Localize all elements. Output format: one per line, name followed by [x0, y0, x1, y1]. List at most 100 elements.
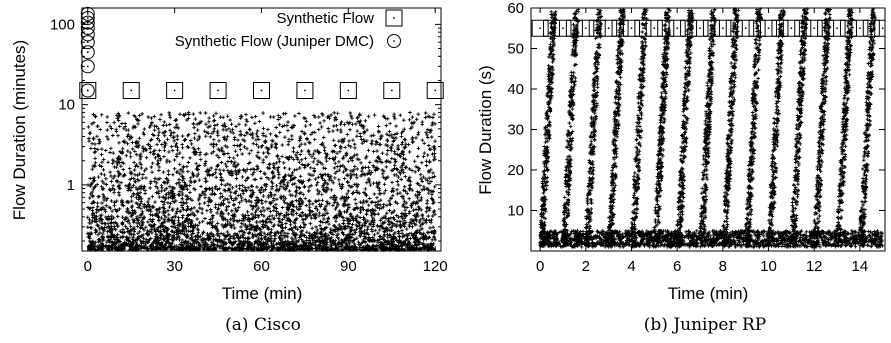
panel-b-xtick-label: 2 [582, 258, 590, 275]
synthetic-flow-marker [600, 19, 618, 37]
synthetic-flow-marker [657, 19, 675, 37]
synthetic-flow-marker [851, 19, 869, 37]
synthetic-flow-marker-dot [607, 27, 610, 30]
synthetic-flow-marker [166, 81, 184, 99]
panel-b-xtick-label: 14 [852, 258, 869, 275]
synthetic-flow-marker [531, 19, 549, 37]
synthetic-flow-marker-dot [790, 27, 793, 30]
synthetic-flow-marker-dot [562, 27, 564, 30]
panel-b-ytick-label: 40 [507, 81, 524, 98]
panel-b-caption: (b) Juniper RP [644, 315, 766, 335]
synthetic-flow-marker [668, 19, 686, 37]
synthetic-flow-juniper-marker [80, 35, 95, 50]
synthetic-flow-marker-dot [801, 27, 804, 30]
synthetic-flow-marker-dot [217, 89, 219, 92]
synthetic-flow-marker [339, 81, 357, 99]
synthetic-flow-marker [426, 81, 444, 99]
synthetic-flow-juniper-marker [80, 15, 95, 30]
panel-b-ylabel: Flow Duration (s) [476, 65, 495, 194]
synthetic-flow-marker [760, 19, 778, 37]
panel-a-ylabel: Flow Duration (minutes) [10, 40, 29, 220]
synthetic-flow-marker-dot [881, 27, 884, 30]
synthetic-flow-marker [794, 19, 812, 37]
panel-a-background-flows [86, 110, 437, 252]
synthetic-flow-marker [565, 19, 583, 37]
synthetic-flow-marker [714, 19, 732, 37]
synthetic-flow-marker-dot [733, 27, 736, 30]
panel-b-background-flows [538, 7, 885, 249]
synthetic-flow-marker-dot [539, 27, 542, 30]
synthetic-flow-marker-dot [699, 27, 701, 30]
synthetic-flow-marker [383, 81, 401, 99]
synthetic-flow-juniper-marker-dot [86, 27, 89, 29]
synthetic-flow-marker [79, 81, 97, 99]
panel-a-ytick-label: 1 [67, 177, 75, 194]
synthetic-flow-marker-dot [870, 27, 873, 30]
synthetic-flow-marker-dot [858, 27, 861, 30]
synthetic-flow-marker-dot [619, 27, 621, 30]
synthetic-flow-marker-dot [687, 27, 690, 30]
panel-b-xtick-label: 12 [806, 258, 823, 275]
synthetic-flow-marker [634, 19, 652, 37]
synthetic-flow-marker-dot [676, 27, 679, 30]
synthetic-flow-marker-dot [573, 27, 576, 30]
panel-b-points [538, 7, 885, 249]
panel-a-legend-synthetic-flow: Synthetic Flow [276, 10, 374, 27]
synthetic-flow-juniper-marker-dot [86, 21, 89, 24]
panel-b-xtick-label: 8 [719, 258, 727, 275]
panel-b-xtick-label: 4 [627, 258, 635, 275]
synthetic-flow-marker [122, 81, 140, 99]
synthetic-flow-marker-dot [260, 89, 263, 92]
synthetic-flow-marker-dot [779, 27, 781, 30]
panel-b-ytick-label: 30 [507, 122, 524, 139]
panel-a-caption: (a) Cisco [225, 315, 301, 335]
synthetic-flow-marker-dot [721, 27, 724, 30]
legend-square-symbol-dot [393, 17, 395, 19]
synthetic-flow-marker [771, 19, 789, 37]
panel-b: 0 2 4 6 8 10 12 14 10 20 30 40 50 60 Time (min) Flow … [476, 0, 886, 335]
synthetic-flow-marker [782, 19, 800, 37]
synthetic-flow-marker-dot [173, 89, 176, 92]
synthetic-flow-marker [725, 19, 743, 37]
synthetic-flow-juniper-marker-dot [86, 51, 89, 54]
synthetic-flow-marker-dot [347, 89, 350, 92]
synthetic-flow-marker [543, 19, 561, 37]
synthetic-flow-juniper-marker-dot [86, 17, 89, 19]
synthetic-flow-marker-dot [836, 27, 838, 30]
synthetic-flow-juniper-marker [80, 45, 95, 60]
panel-b-ytick-label: 20 [507, 162, 524, 179]
synthetic-flow-marker [702, 19, 720, 37]
synthetic-flow-marker [611, 19, 629, 37]
synthetic-flow-marker [828, 19, 846, 37]
panel-b-xlabel: Time (min) [668, 284, 749, 303]
panel-a-xtick-label: 120 [423, 258, 448, 275]
synthetic-flow-juniper-marker [80, 6, 95, 21]
synthetic-flow-marker [622, 19, 640, 37]
synthetic-flow-marker [839, 19, 857, 37]
synthetic-flow-juniper-marker [80, 83, 95, 98]
synthetic-flow-marker-dot [744, 27, 747, 30]
synthetic-flow-marker-dot [550, 27, 553, 30]
synthetic-flow-juniper-marker-dot [86, 41, 89, 44]
synthetic-flow-marker [691, 19, 709, 37]
panel-b-ticks: 0 2 4 6 8 10 12 14 10 20 30 40 50 60 [507, 0, 885, 275]
panel-b-xtick-label: 0 [536, 258, 544, 275]
panel-a-points [86, 110, 437, 252]
panel-a-legend-synthetic-flow-juniper: Synthetic Flow (Juniper DMC) [175, 33, 374, 50]
synthetic-flow-marker [680, 19, 698, 37]
synthetic-flow-marker-dot [642, 27, 644, 30]
synthetic-flow-marker [862, 19, 880, 37]
synthetic-flow-marker [588, 19, 606, 37]
synthetic-flow-marker-dot [756, 27, 759, 30]
synthetic-flow-marker-dot [130, 89, 133, 92]
panel-a-xtick-label: 0 [84, 258, 92, 275]
legend-circle-symbol-dot [393, 40, 395, 42]
panel-a-xtick-label: 60 [253, 258, 270, 275]
panel-a-ytick-label: 100 [50, 16, 75, 33]
synthetic-flow-marker-dot [653, 27, 656, 30]
synthetic-flow-marker-dot [434, 89, 437, 92]
panel-a-legend-symbols [385, 9, 403, 48]
